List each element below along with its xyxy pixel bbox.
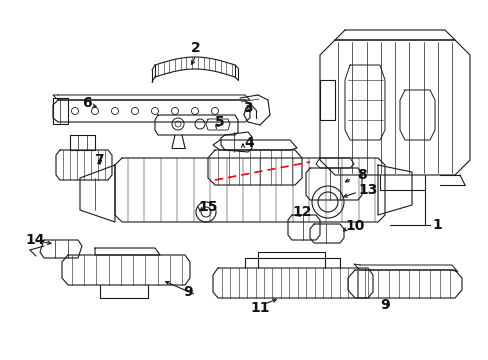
Text: 9: 9: [183, 285, 192, 299]
Text: 1: 1: [431, 218, 441, 232]
Text: 12: 12: [291, 205, 311, 219]
Text: 7: 7: [94, 153, 103, 167]
Text: 15: 15: [198, 200, 217, 214]
Text: 4: 4: [244, 136, 253, 150]
Text: 3: 3: [243, 101, 252, 115]
Text: 6: 6: [82, 96, 91, 110]
Text: 5: 5: [215, 115, 224, 129]
Text: 2: 2: [191, 41, 201, 55]
Text: 11: 11: [250, 301, 269, 315]
Text: 8: 8: [356, 168, 366, 182]
Text: 9: 9: [379, 298, 389, 312]
Text: 14: 14: [25, 233, 44, 247]
Text: 13: 13: [357, 183, 377, 197]
Text: 10: 10: [345, 219, 364, 233]
